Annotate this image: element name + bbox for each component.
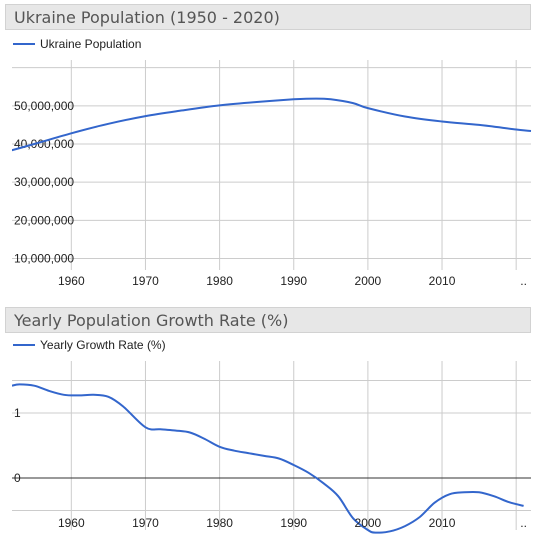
y-tick-label: 0 <box>14 471 21 485</box>
y-tick-label: 40,000,000 <box>14 137 74 151</box>
x-tick-label: 1960 <box>58 274 85 288</box>
x-tick-label: 2010 <box>429 274 456 288</box>
legend-label: Ukraine Population <box>40 37 141 51</box>
series-line <box>12 97 532 152</box>
x-tick-label: 1990 <box>280 274 307 288</box>
x-tick-label: 1990 <box>280 516 307 530</box>
x-tick-label: 1970 <box>132 516 159 530</box>
series-line <box>12 383 524 534</box>
x-tick-label: 1960 <box>58 516 85 530</box>
chart1-title: Ukraine Population (1950 - 2020) <box>14 8 280 27</box>
x-tick-label: .. <box>520 516 527 530</box>
y-tick-label: 1 <box>14 406 21 420</box>
growth-rate-chart: Yearly Growth Rate (%) 0 1 1960 1970 1980 1990… <box>12 338 531 534</box>
chart2-header: Yearly Population Growth Rate (%) <box>5 307 531 333</box>
chart1-header: Ukraine Population (1950 - 2020) <box>5 4 531 30</box>
y-tick-label: 30,000,000 <box>14 175 74 189</box>
x-tick-label: 1980 <box>206 516 233 530</box>
population-chart: Ukraine Population 10,000,000 20,000,000 30… <box>12 37 532 288</box>
legend-label: Yearly Growth Rate (%) <box>40 338 166 352</box>
x-tick-label: 2010 <box>429 516 456 530</box>
x-tick-label: 1970 <box>132 274 159 288</box>
x-tick-label: 2000 <box>355 274 382 288</box>
x-tick-label: 2000 <box>355 516 382 530</box>
y-tick-label: 50,000,000 <box>14 99 74 113</box>
chart2-title: Yearly Population Growth Rate (%) <box>14 311 289 330</box>
y-tick-label: 20,000,000 <box>14 213 74 227</box>
y-tick-label: 10,000,000 <box>14 252 74 266</box>
x-tick-label: .. <box>520 274 527 288</box>
x-tick-label: 1980 <box>206 274 233 288</box>
